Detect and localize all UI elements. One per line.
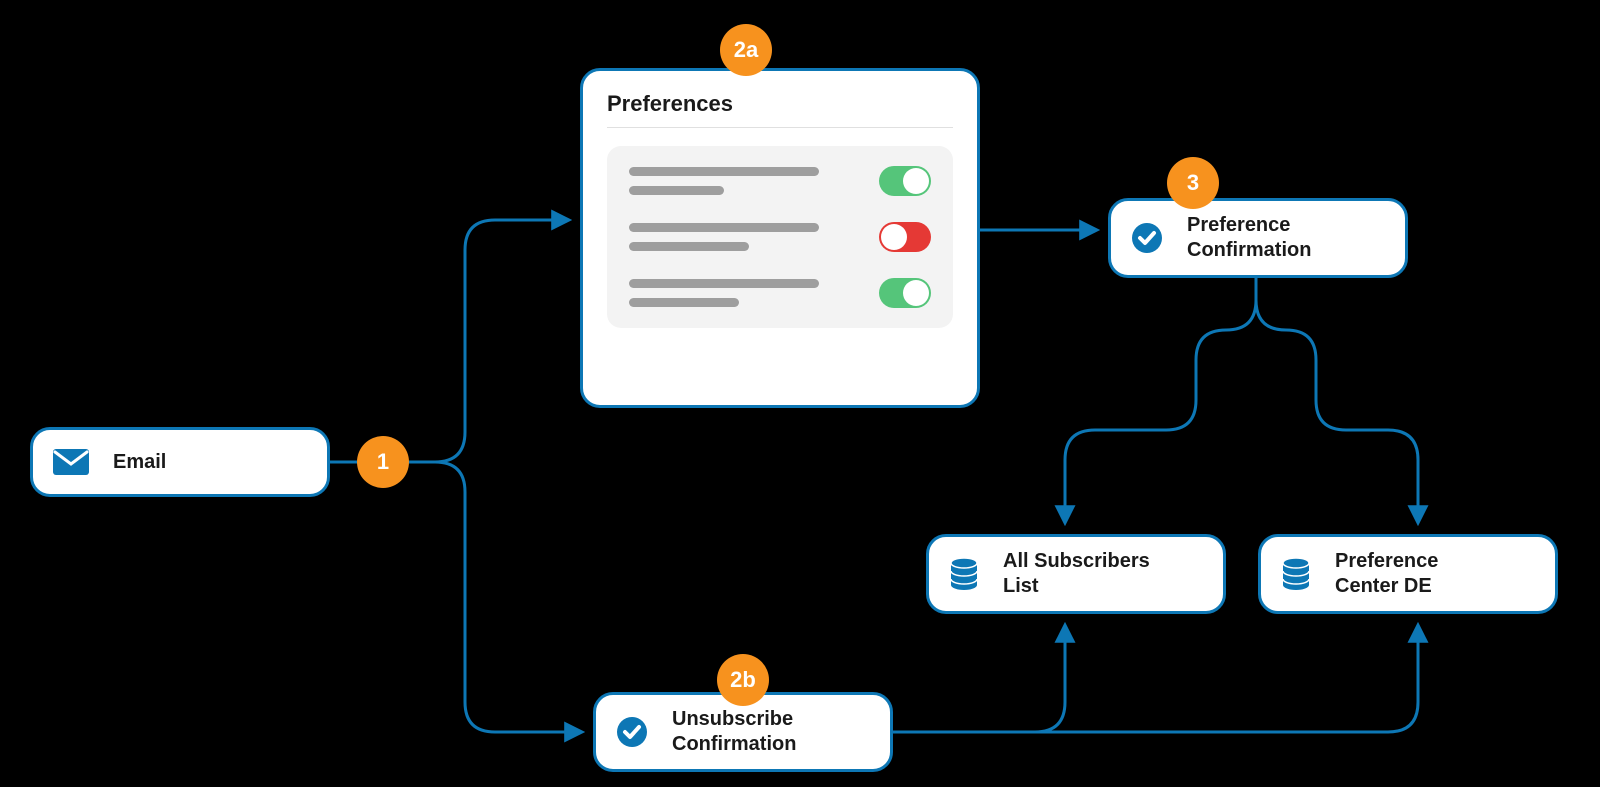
connector-confirm-split-left bbox=[1065, 278, 1256, 522]
preference-confirmation-label: Preference Confirmation bbox=[1187, 213, 1311, 263]
preference-row bbox=[629, 222, 931, 252]
database-icon bbox=[1281, 557, 1311, 591]
connector-confirm-split-right bbox=[1256, 278, 1418, 522]
all-subscribers-label: All Subscribers List bbox=[1003, 549, 1150, 599]
preference-center-de-node: Preference Center DE bbox=[1258, 534, 1558, 614]
email-node: Email bbox=[30, 427, 330, 497]
database-icon bbox=[949, 557, 979, 591]
preference-toggle[interactable] bbox=[879, 278, 931, 308]
preferences-card: Preferences bbox=[580, 68, 980, 408]
preference-confirmation-node: Preference Confirmation bbox=[1108, 198, 1408, 278]
connector-to-unsub bbox=[408, 462, 581, 732]
envelope-icon bbox=[53, 449, 89, 475]
connector-unsub-to-allsubs bbox=[893, 626, 1065, 732]
preference-row bbox=[629, 166, 931, 196]
check-circle-icon bbox=[616, 716, 648, 748]
unsubscribe-confirmation-label: Unsubscribe Confirmation bbox=[672, 707, 796, 757]
preference-center-de-label: Preference Center DE bbox=[1335, 549, 1438, 599]
preference-toggle[interactable] bbox=[879, 166, 931, 196]
connector-unsub-to-prefde bbox=[893, 626, 1418, 732]
step-badge-3: 3 bbox=[1167, 157, 1219, 209]
step-badge-2b: 2b bbox=[717, 654, 769, 706]
step-badge-1: 1 bbox=[357, 436, 409, 488]
preferences-panel bbox=[607, 146, 953, 328]
all-subscribers-node: All Subscribers List bbox=[926, 534, 1226, 614]
check-circle-icon bbox=[1131, 222, 1163, 254]
preference-row bbox=[629, 278, 931, 308]
preference-toggle[interactable] bbox=[879, 222, 931, 252]
connector-to-preferences bbox=[408, 220, 568, 462]
step-badge-2a: 2a bbox=[720, 24, 772, 76]
preferences-title: Preferences bbox=[607, 91, 953, 128]
email-label: Email bbox=[113, 450, 166, 475]
